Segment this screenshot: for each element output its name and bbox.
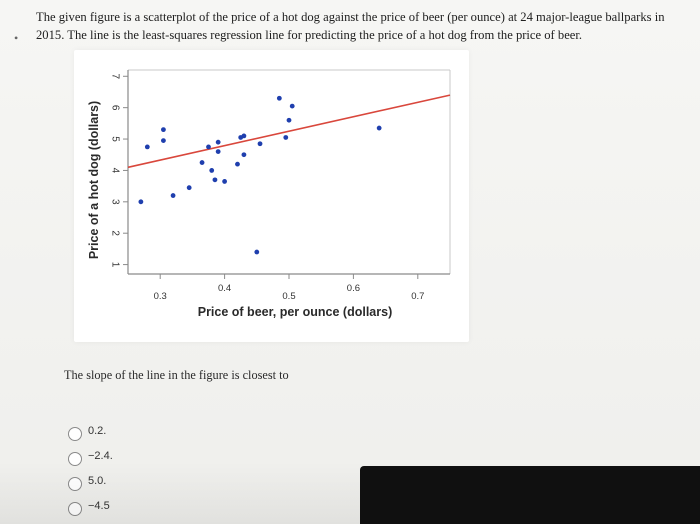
data-point bbox=[215, 149, 221, 154]
answer-options: 0.2. −2.4. 5.0. −4.5 bbox=[68, 424, 228, 524]
radio-button[interactable] bbox=[68, 477, 82, 491]
x-ticks: 0.3 0.4 0.5 0.6 0.7 bbox=[154, 274, 424, 302]
y-tick-label: 5 bbox=[110, 136, 121, 142]
figure-card bbox=[74, 50, 469, 342]
scatterplot-chart: 0.3 0.4 0.5 0.6 0.7 1 2 3 4 5 6 7 Price of beer, p… bbox=[87, 69, 451, 319]
answer-option-1[interactable]: 0.2. bbox=[68, 424, 228, 449]
y-ticks: 1 2 3 4 5 6 7 bbox=[110, 73, 128, 268]
data-point bbox=[254, 249, 260, 255]
y-tick-label: 1 bbox=[110, 262, 121, 268]
y-tick-label: 2 bbox=[110, 230, 121, 236]
data-point bbox=[138, 199, 144, 205]
x-tick-label: 0.7 bbox=[411, 291, 424, 302]
data-point bbox=[283, 135, 289, 140]
dark-overlay-bar bbox=[360, 466, 700, 524]
radio-button[interactable] bbox=[68, 502, 82, 516]
radio-button[interactable] bbox=[68, 452, 82, 466]
plot-area bbox=[127, 69, 451, 275]
answer-option-4[interactable]: −4.5 bbox=[68, 499, 228, 524]
data-point bbox=[170, 193, 176, 198]
answer-option-3[interactable]: 5.0. bbox=[68, 474, 228, 499]
y-tick-label: 7 bbox=[110, 73, 121, 79]
question-prompt: The slope of the line in the figure is c… bbox=[64, 368, 289, 382]
data-point bbox=[241, 152, 247, 158]
option-label: −4.5 bbox=[88, 500, 110, 512]
answer-option-2[interactable]: −2.4. bbox=[68, 449, 228, 474]
y-tick-label: 3 bbox=[110, 199, 121, 205]
data-point bbox=[286, 117, 292, 123]
regression-line bbox=[127, 94, 451, 169]
data-point bbox=[209, 168, 215, 173]
option-label: 5.0. bbox=[88, 475, 107, 487]
data-point bbox=[161, 127, 166, 133]
radio-button[interactable] bbox=[68, 427, 82, 441]
data-point bbox=[289, 103, 295, 109]
data-point bbox=[186, 185, 192, 191]
x-tick-label: 0.6 bbox=[347, 283, 360, 294]
data-point bbox=[222, 179, 228, 184]
data-point bbox=[199, 160, 205, 165]
data-point bbox=[276, 95, 282, 101]
data-point bbox=[241, 133, 247, 139]
x-tick-label: 0.4 bbox=[218, 283, 231, 294]
y-tick-label: 6 bbox=[110, 105, 121, 111]
data-point bbox=[144, 144, 150, 150]
y-axis-label: Price of a hot dog (dollars) bbox=[87, 101, 101, 259]
question-text: The given figure is a scatterplot of the… bbox=[36, 10, 665, 42]
x-tick-label: 0.3 bbox=[154, 291, 167, 302]
data-point bbox=[376, 125, 382, 131]
x-tick-label: 0.5 bbox=[282, 291, 295, 302]
data-points bbox=[138, 95, 382, 255]
option-label: −2.4. bbox=[88, 450, 113, 462]
data-point bbox=[206, 144, 211, 150]
x-axis-label: Price of beer, per ounce (dollars) bbox=[198, 305, 393, 319]
option-label: 0.2. bbox=[88, 425, 107, 437]
bullet-marker: • bbox=[14, 31, 19, 45]
data-point bbox=[212, 177, 218, 183]
y-tick-label: 4 bbox=[110, 168, 121, 174]
regression-line-group bbox=[127, 94, 451, 169]
data-point bbox=[257, 141, 263, 147]
data-point bbox=[161, 138, 166, 144]
data-point bbox=[215, 139, 221, 145]
data-point bbox=[235, 161, 240, 167]
